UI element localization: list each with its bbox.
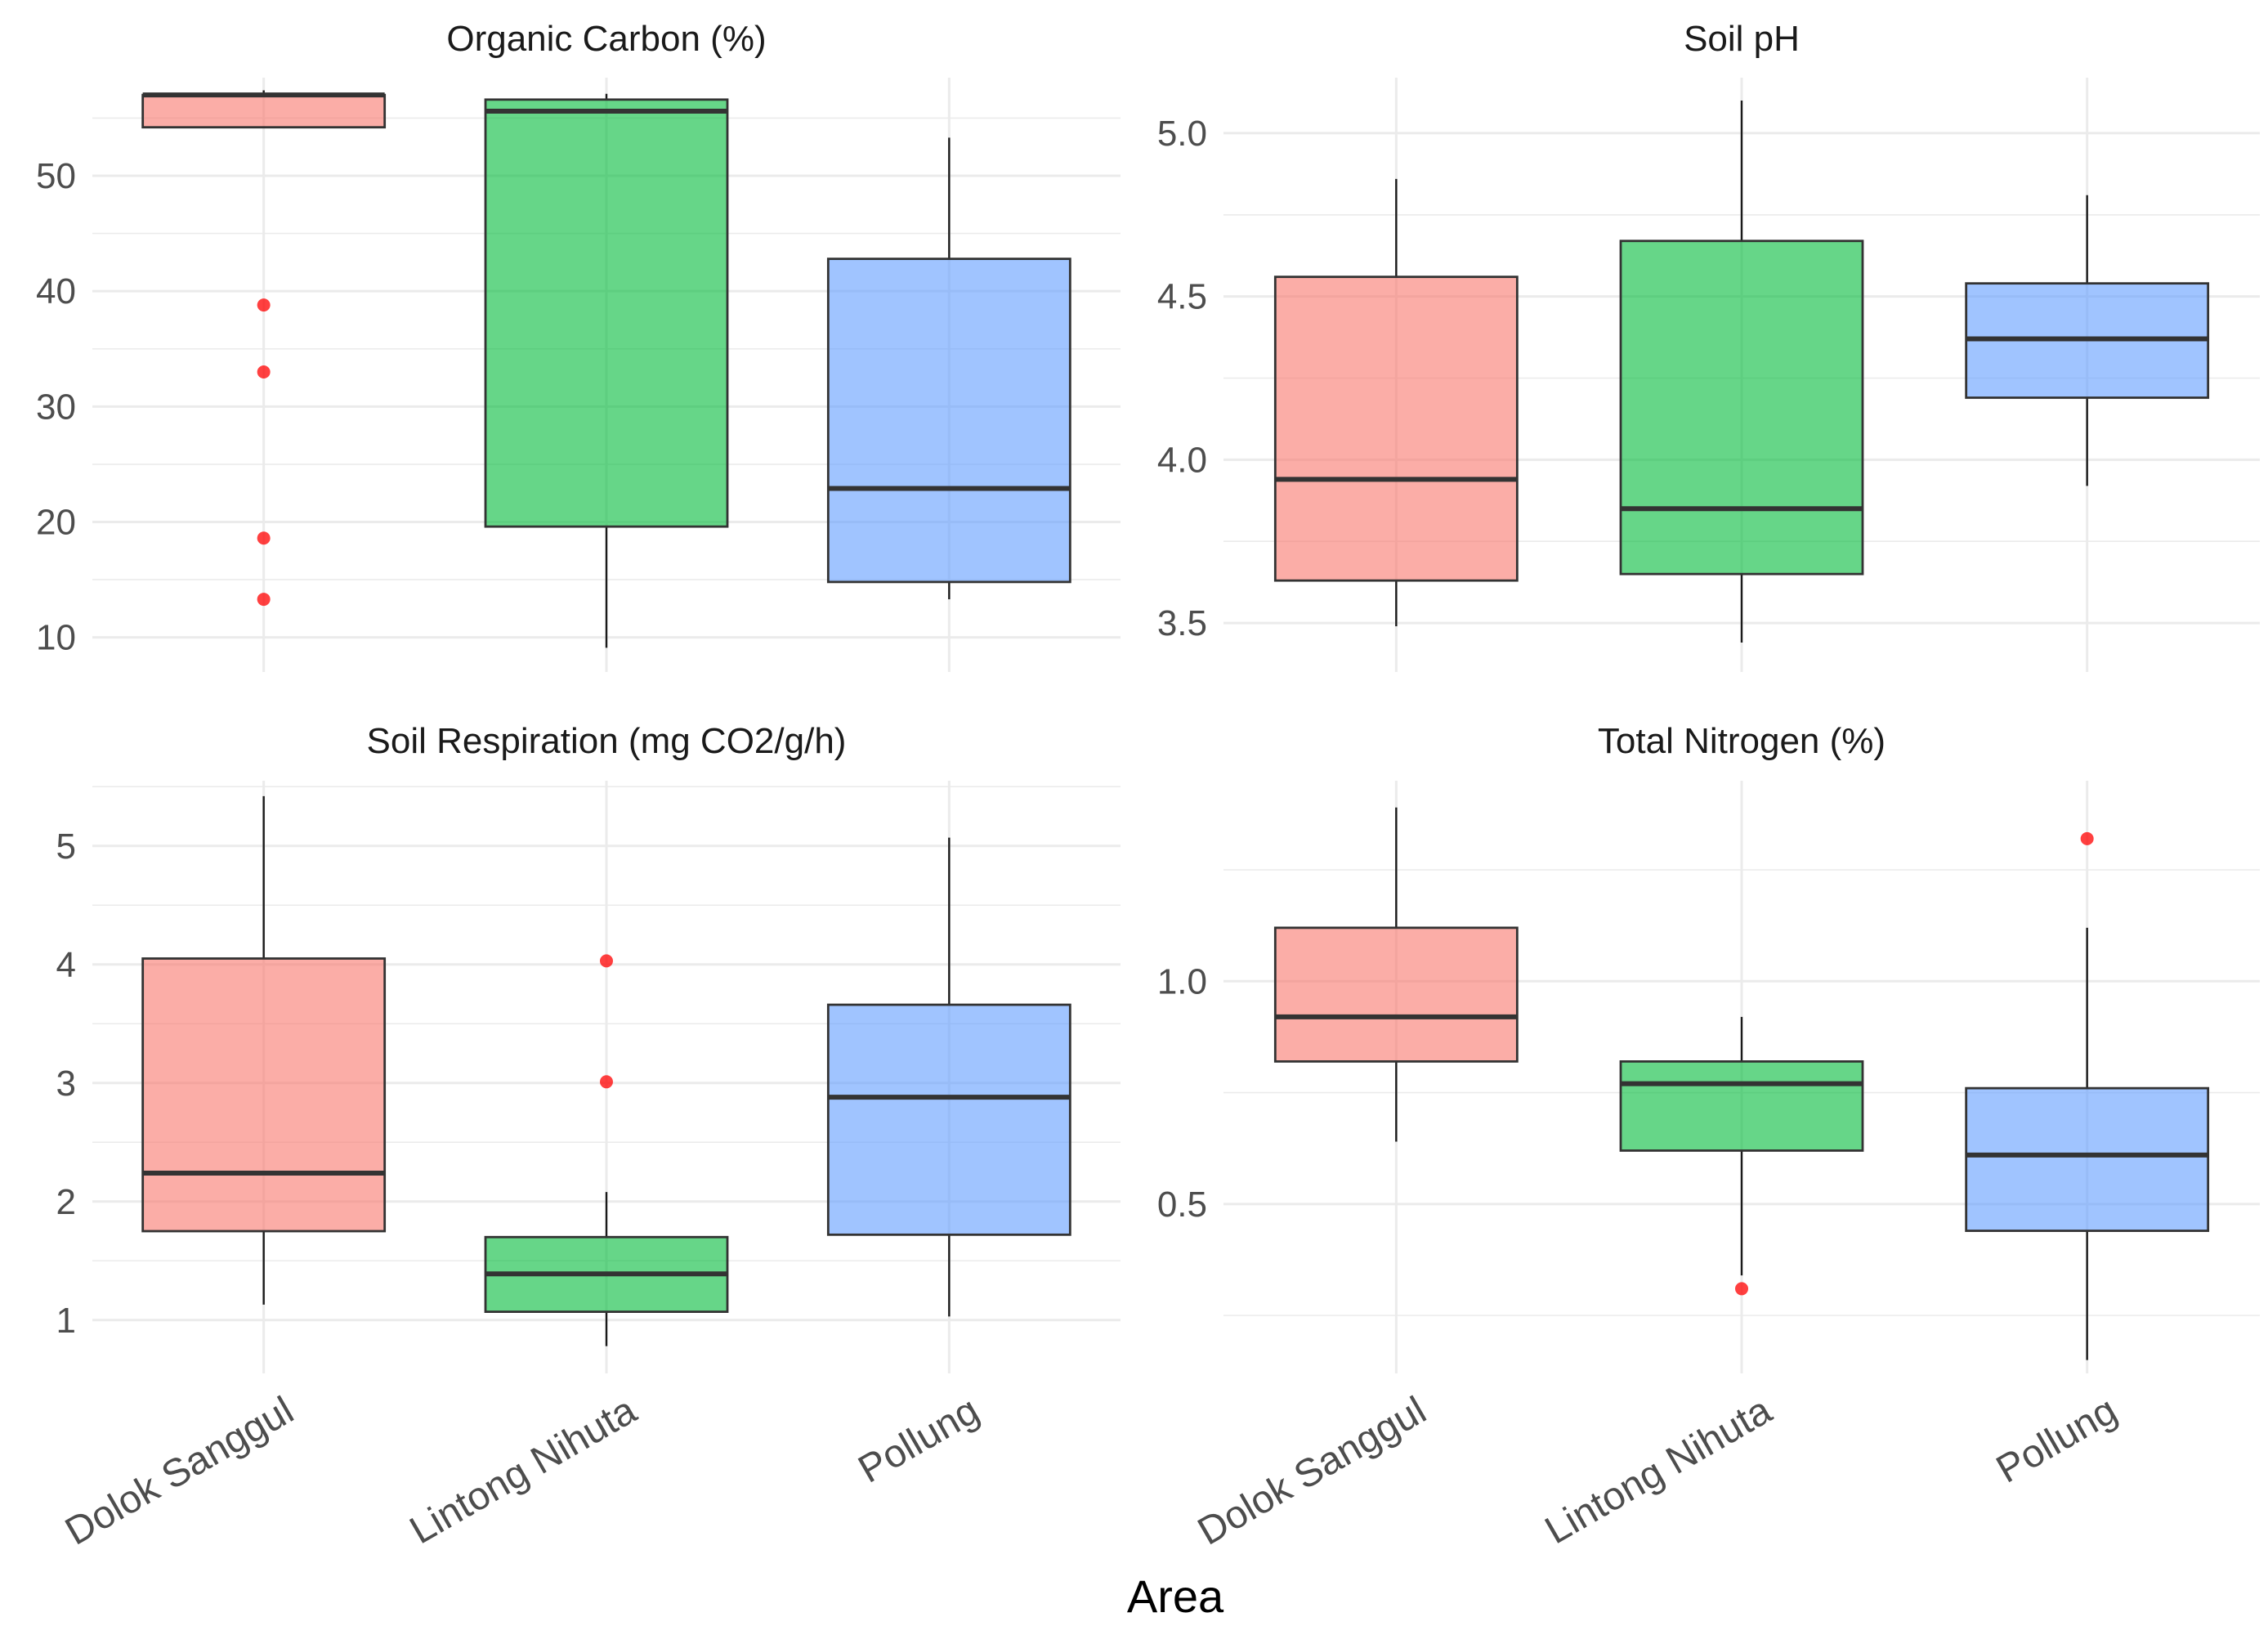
outlier-point [257,365,271,379]
outlier-point [600,1075,613,1089]
iqr-box [1273,275,1519,582]
box-dolok-sanggul [1273,178,1519,627]
x-axis-title: Area [1127,1570,1224,1622]
y-tick-label: 0.5 [1157,1185,1207,1225]
y-tick-label: 50 [36,156,76,196]
panel-title: Organic Carbon (%) [446,19,766,59]
y-tick-label: 40 [36,271,76,311]
y-tick-label: 10 [36,618,76,658]
box-pollung [1965,195,2210,486]
box-dolok-sanggul [141,795,387,1305]
outlier-point [1735,1282,1748,1296]
y-tick-label: 3 [56,1064,76,1104]
panel-total-nitrogen: Total Nitrogen (%) 0.5 1.0 Dolok Sanggul Li… [1157,721,2260,1554]
box-dolok-sanggul [141,90,387,607]
box-lintong-nihuta [484,954,729,1346]
panel-title: Soil pH [1684,19,1800,59]
outlier-point [600,954,613,968]
box-pollung [826,837,1071,1317]
box-pollung [1965,831,2210,1360]
x-tick-label: Lintong Nihuta [403,1388,644,1552]
y-tick-label: 30 [36,387,76,427]
box-dolok-sanggul [1273,807,1519,1142]
panel-soil-ph: Soil pH 3.5 4.0 4.5 5.0 [1157,19,2260,672]
y-tick-label: 5.0 [1157,114,1207,154]
panel-title: Soil Respiration (mg CO2/g/h) [367,721,847,761]
y-tick-label: 4.5 [1157,277,1207,317]
y-tick-label: 1 [56,1301,76,1341]
iqr-box [141,93,387,129]
iqr-box [141,957,387,1233]
panel-organic-carbon: Organic Carbon (%) 10 20 30 40 50 [36,19,1121,672]
panel-soil-respiration: Soil Respiration (mg CO2/g/h) 1 2 3 4 5 Dolok… [56,721,1121,1554]
x-tick-label: Pollung [852,1389,986,1492]
outlier-point [257,298,271,312]
y-tick-label: 2 [56,1182,76,1222]
x-tick-label: Dolok Sanggul [1191,1389,1434,1554]
y-tick-label: 5 [56,826,76,867]
box-lintong-nihuta [484,93,729,648]
iqr-box [826,258,1071,584]
outlier-point [2080,831,2094,845]
x-tick-label: Lintong Nihuta [1538,1388,1779,1552]
y-tick-label: 4.0 [1157,440,1207,480]
iqr-box [1273,926,1519,1063]
box-lintong-nihuta [1619,100,1864,643]
iqr-box [826,1003,1071,1236]
iqr-box [1619,1060,1864,1152]
y-tick-label: 4 [56,945,76,985]
iqr-box [1965,1086,2210,1232]
outlier-point [257,593,271,607]
x-tick-label: Pollung [1989,1389,2124,1492]
panel-title: Total Nitrogen (%) [1598,721,1886,761]
box-lintong-nihuta [1619,1016,1864,1296]
iqr-box [1619,240,1864,576]
iqr-box [484,98,729,528]
x-tick-label: Dolok Sanggul [58,1389,301,1554]
y-tick-label: 1.0 [1157,961,1207,1001]
outlier-point [257,531,271,545]
y-tick-label: 20 [36,502,76,542]
y-tick-label: 3.5 [1157,603,1207,643]
box-pollung [826,137,1071,600]
